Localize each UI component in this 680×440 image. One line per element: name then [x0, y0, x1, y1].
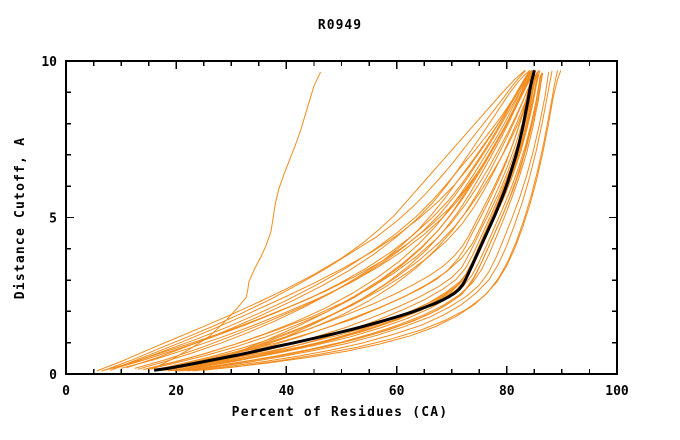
prediction-curve [104, 70, 526, 371]
y-tick-label: 0 [49, 368, 57, 383]
x-tick-label: 80 [499, 384, 515, 399]
axis-tick-labels: 0 20 40 60 80 100 0 5 10 [41, 55, 629, 399]
prediction-curve [118, 70, 531, 368]
prediction-curve [134, 70, 536, 369]
prediction-curve [170, 72, 543, 372]
y-axis-label: Distance Cutoff, A [13, 137, 28, 299]
axis-ticks [65, 60, 618, 375]
x-axis-label: Percent of Residues (CA) [232, 405, 449, 420]
x-tick-label: 100 [605, 384, 629, 399]
reference-curve [153, 70, 536, 372]
chart-title: R0949 [318, 18, 362, 33]
prediction-curve [189, 70, 539, 369]
prediction-curve [101, 69, 536, 372]
prediction-curve [96, 70, 526, 372]
x-tick-label: 60 [389, 384, 405, 399]
y-tick-label: 10 [41, 55, 57, 70]
prediction-curve [109, 70, 533, 371]
prediction-curve [209, 79, 535, 367]
prediction-curve [112, 70, 531, 370]
data-series-layer [96, 69, 562, 372]
prediction-curve [145, 73, 535, 370]
prediction-curve [126, 70, 531, 369]
prediction-curve [165, 70, 539, 371]
prediction-curve [203, 70, 562, 371]
x-tick-label: 20 [168, 384, 184, 399]
x-tick-label: 0 [62, 384, 70, 399]
prediction-curve [120, 69, 535, 369]
y-tick-label: 5 [49, 212, 57, 227]
prediction-curve [181, 71, 550, 372]
prediction-curve [159, 71, 535, 371]
prediction-curve [187, 70, 553, 372]
prediction-curve [156, 70, 540, 371]
prediction-curve [184, 72, 544, 372]
x-tick-label: 40 [279, 384, 295, 399]
